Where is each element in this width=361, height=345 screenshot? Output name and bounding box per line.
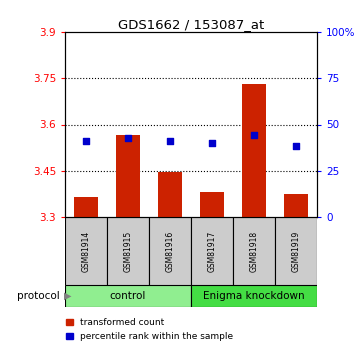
Point [167, 139, 173, 144]
Point [293, 143, 299, 149]
Bar [74, 197, 97, 217]
Bar [200, 192, 223, 217]
Point [209, 140, 215, 146]
Text: GSM81919: GSM81919 [291, 230, 300, 272]
Text: control: control [110, 291, 146, 301]
Bar [65, 217, 107, 285]
Bar [284, 194, 308, 217]
Bar [107, 217, 149, 285]
Text: GSM81917: GSM81917 [208, 230, 217, 272]
Bar [191, 285, 317, 307]
Bar [149, 217, 191, 285]
Bar [233, 217, 275, 285]
Text: protocol: protocol [17, 291, 63, 301]
Bar [117, 135, 140, 217]
Bar [275, 217, 317, 285]
Legend: transformed count, percentile rank within the sample: transformed count, percentile rank withi… [66, 318, 234, 341]
Point [251, 132, 257, 138]
Text: ▶: ▶ [64, 291, 71, 301]
Title: GDS1662 / 153087_at: GDS1662 / 153087_at [118, 18, 264, 31]
Bar [243, 85, 266, 217]
Point [125, 136, 131, 141]
Text: GSM81916: GSM81916 [165, 230, 174, 272]
Text: Enigma knockdown: Enigma knockdown [203, 291, 305, 301]
Point [83, 139, 89, 144]
Text: GSM81918: GSM81918 [249, 230, 258, 272]
Bar [158, 172, 182, 217]
Bar [65, 285, 191, 307]
Text: GSM81915: GSM81915 [123, 230, 132, 272]
Bar [191, 217, 233, 285]
Text: GSM81914: GSM81914 [82, 230, 91, 272]
